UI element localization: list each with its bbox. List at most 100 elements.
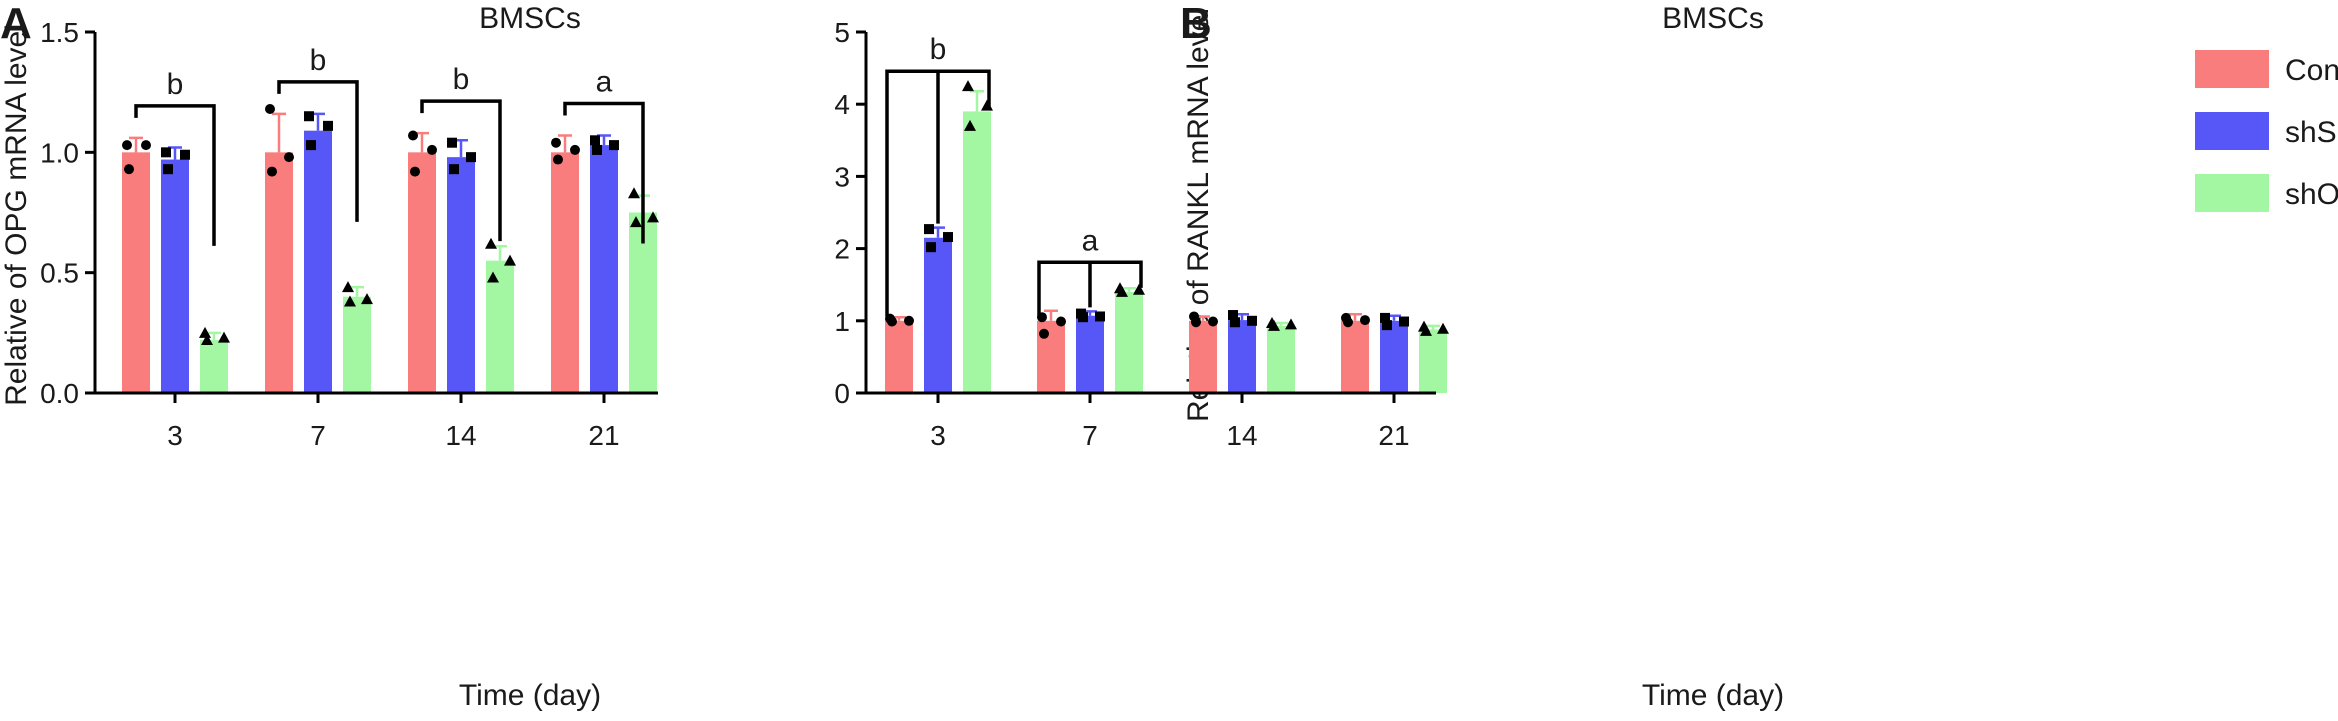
panel-a-bar-shopg-day-14: [486, 260, 514, 393]
panel-a-x-tick-label: 21: [588, 420, 619, 451]
panel-b-point-control-day-21-2: [1360, 315, 1370, 326]
legend-swatch-shscr: [2195, 112, 2269, 150]
legend: Control shScr shOPG: [2195, 50, 2338, 212]
panel-b-y-tick-label: 0: [834, 378, 850, 409]
panel-a-bar-control-day-3: [122, 152, 150, 393]
panel-b-point-shopg-day-21-2: [1437, 322, 1449, 334]
panel-b-error-bar-shopg-day-14: [1274, 321, 1288, 326]
panel-b-bar-shopg-day-3: [963, 111, 991, 394]
panel-a-y-tick-label: 1.5: [40, 17, 79, 48]
panel-a-point-control-day-3-3: [124, 164, 134, 175]
panel-a-point-shopg-day-3-3: [201, 334, 213, 346]
panel-a-error-bar-control-day-21: [558, 134, 572, 153]
panel-b-point-shopg-day-14-3: [1268, 319, 1280, 331]
panel-b-y-tick-label: 5: [834, 17, 850, 48]
panel-b-rankl-chart: B BMSCs Relative of RANKL mRNA level Tim…: [834, 0, 2338, 712]
panel-a-title: BMSCs: [479, 2, 581, 35]
legend-label-control: Control: [2285, 54, 2338, 87]
panel-b-x-tick-label: 3: [930, 420, 946, 451]
panel-a-y-tick-label: 0.5: [40, 258, 79, 289]
panel-b-significance-label-day-3: b: [930, 33, 947, 66]
panel-b-significance-bracket-day-7: [1037, 260, 1143, 317]
legend-swatch-shopg: [2195, 174, 2269, 212]
panel-b-point-shopg-day-3-1: [962, 80, 974, 92]
panel-b-point-shscr-day-14-2: [1247, 315, 1257, 326]
panel-b-title: BMSCs: [1662, 2, 1764, 35]
panel-b-x-tick-label: 14: [1226, 420, 1257, 451]
panel-a-point-shopg-day-7-2: [361, 293, 373, 305]
panel-a-point-shopg-day-14-1: [485, 237, 497, 249]
panel-a-point-shopg-day-14-3: [487, 271, 499, 283]
panel-b-point-shscr-day-7-2: [1095, 311, 1105, 322]
panel-b-point-shopg-day-3-3: [964, 119, 976, 131]
panel-a-significance-label-day-21: a: [596, 65, 613, 98]
panel-a-error-bar-shopg-day-3: [207, 331, 221, 341]
panel-a-point-control-day-21-2: [570, 144, 580, 155]
panel-b-bar-control-day-21: [1341, 320, 1369, 393]
panel-a-bar-control-day-7: [265, 152, 293, 393]
panel-b-point-shscr-day-21-3: [1382, 320, 1392, 331]
legend-label-shscr: shScr: [2285, 116, 2338, 149]
panel-a-point-shopg-day-7-3: [344, 295, 356, 307]
panel-b-point-control-day-14-2: [1208, 316, 1218, 327]
panel-a-significance-bracket-day-7: [277, 80, 359, 222]
panel-a-point-control-day-21-1: [551, 137, 561, 148]
panel-a-significance-bracket-day-14: [420, 99, 502, 242]
panel-b-significance-bracket-day-3: [885, 69, 991, 317]
panel-b-point-shscr-day-3-2: [943, 232, 953, 243]
panel-a-x-axis-label: Time (day): [459, 679, 601, 712]
panel-a-significance-bracket-day-3: [134, 104, 216, 246]
panel-b-bar-shscr-day-21: [1380, 320, 1408, 393]
panel-b-error-bar-control-day-21: [1348, 313, 1362, 321]
panel-b-error-bar-control-day-7: [1044, 309, 1058, 321]
panel-a-point-shopg-day-21-2: [647, 211, 659, 223]
legend-swatch-control: [2195, 50, 2269, 88]
panel-a-point-shopg-day-7-1: [342, 281, 354, 293]
panel-b-point-shscr-day-3-3: [926, 242, 936, 253]
panel-a-y-axis-label: Relative of OPG mRNA level: [0, 24, 33, 406]
panel-a-point-control-day-14-3: [410, 166, 420, 177]
panel-b-bar-control-day-14: [1189, 320, 1217, 393]
panel-a-point-shscr-day-3-2: [180, 149, 190, 160]
panel-b-point-control-day-14-3: [1191, 317, 1201, 328]
panel-a-point-shscr-day-3-3: [163, 164, 173, 175]
panel-a-point-shopg-day-3-1: [199, 326, 211, 338]
panel-b-point-shopg-day-7-3: [1116, 285, 1128, 297]
panel-a-point-control-day-7-3: [267, 166, 277, 177]
panel-a-significance-label-day-14: b: [453, 63, 470, 96]
panel-b-bar-control-day-3: [885, 320, 913, 393]
panel-b-label: B: [1180, 0, 1212, 48]
panel-a-bar-shscr-day-3: [161, 159, 189, 393]
panel-a-point-shscr-day-3-1: [161, 147, 171, 158]
panel-a-bar-shopg-day-3: [200, 340, 228, 393]
panel-b-y-tick-label: 3: [834, 161, 850, 192]
panel-b-x-axis-label: Time (day): [1642, 679, 1784, 712]
panel-a-significance-label-day-7: b: [310, 44, 327, 77]
panel-a-bar-shscr-day-7: [304, 130, 332, 393]
panel-b-y-tick-label: 1: [834, 306, 850, 337]
panel-b-point-shopg-day-21-3: [1420, 324, 1432, 336]
panel-b-bar-shopg-day-21: [1419, 329, 1447, 393]
panel-a-opg-chart: A BMSCs Relative of OPG mRNA level Time …: [0, 0, 659, 712]
panel-a-significance-label-day-3: b: [167, 68, 184, 101]
panel-a-y-tick-label: 1.0: [40, 137, 79, 168]
panel-a-point-control-day-14-2: [427, 144, 437, 155]
panel-a-point-shopg-day-21-1: [628, 187, 640, 199]
panel-a-bar-shopg-day-7: [343, 296, 371, 393]
panel-b-error-bar-shopg-day-21: [1426, 324, 1440, 330]
panel-a-point-shscr-day-21-1: [590, 135, 600, 146]
panel-b-point-control-day-3-3: [887, 316, 897, 327]
panel-b-bar-shscr-day-3: [924, 237, 952, 393]
panel-a-point-control-day-7-2: [284, 152, 294, 163]
panel-b-error-bar-shopg-day-3: [970, 89, 984, 112]
panel-b-y-tick-label: 4: [834, 89, 850, 120]
panel-a-point-shscr-day-7-2: [323, 120, 333, 131]
panel-a-x-tick-label: 14: [445, 420, 476, 451]
panel-a-plot-area: 0.0 0.5 1.0 1.5 3 7 14 21 b b b a: [40, 17, 659, 451]
panel-a-point-control-day-3-2: [141, 140, 151, 151]
panel-b-point-shscr-day-21-2: [1399, 316, 1409, 327]
panel-a-point-shscr-day-14-1: [447, 137, 457, 148]
panel-a-point-control-day-21-3: [553, 154, 563, 165]
panel-a-point-shopg-day-3-2: [218, 331, 230, 343]
